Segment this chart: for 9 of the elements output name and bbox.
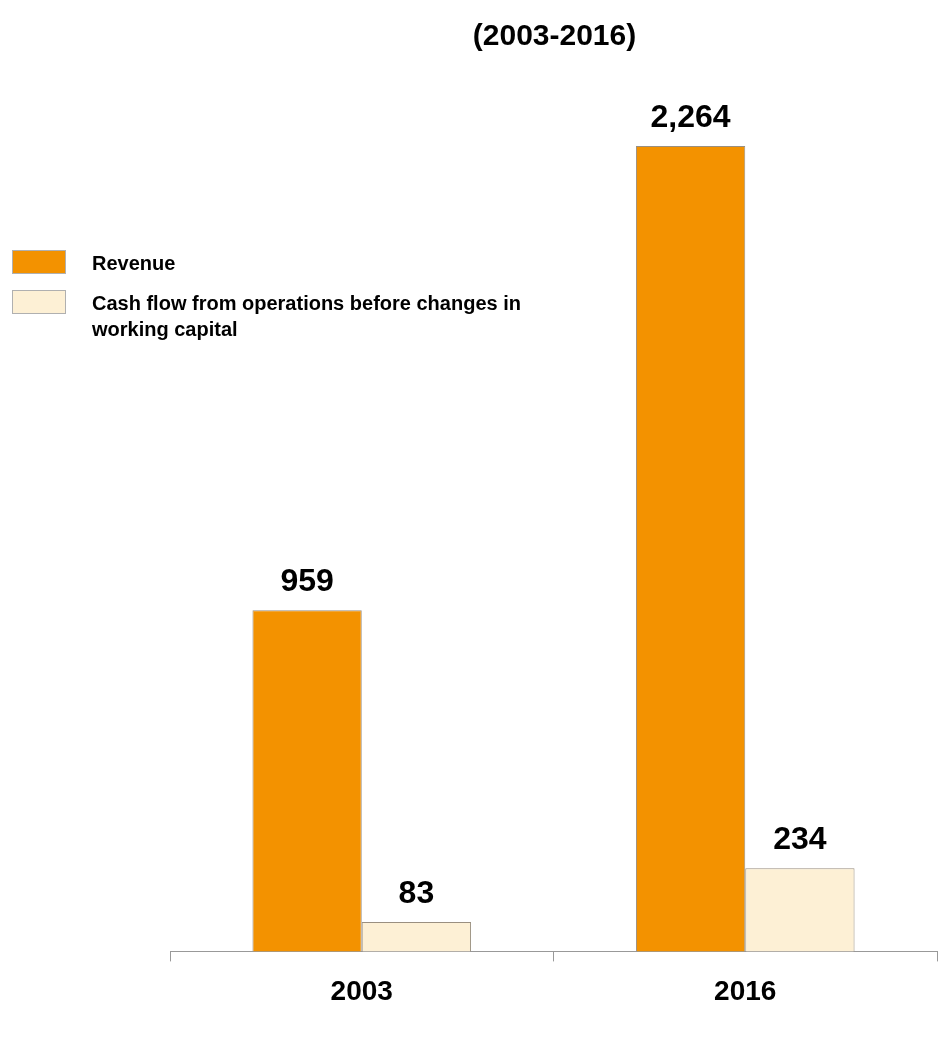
x-tick-label: 2016 bbox=[714, 974, 777, 1006]
chart-title: (2003-2016) bbox=[471, 18, 638, 52]
legend-label: Cash flow from operations before changes in working capital bbox=[92, 291, 522, 342]
data-label: 234 bbox=[773, 820, 827, 856]
data-label: 959 bbox=[280, 562, 334, 599]
data-label: 2,264 bbox=[650, 97, 731, 134]
x-tick-label: 2003 bbox=[330, 974, 393, 1006]
data-label: 83 bbox=[398, 873, 435, 910]
legend-label: Revenue bbox=[92, 251, 176, 276]
